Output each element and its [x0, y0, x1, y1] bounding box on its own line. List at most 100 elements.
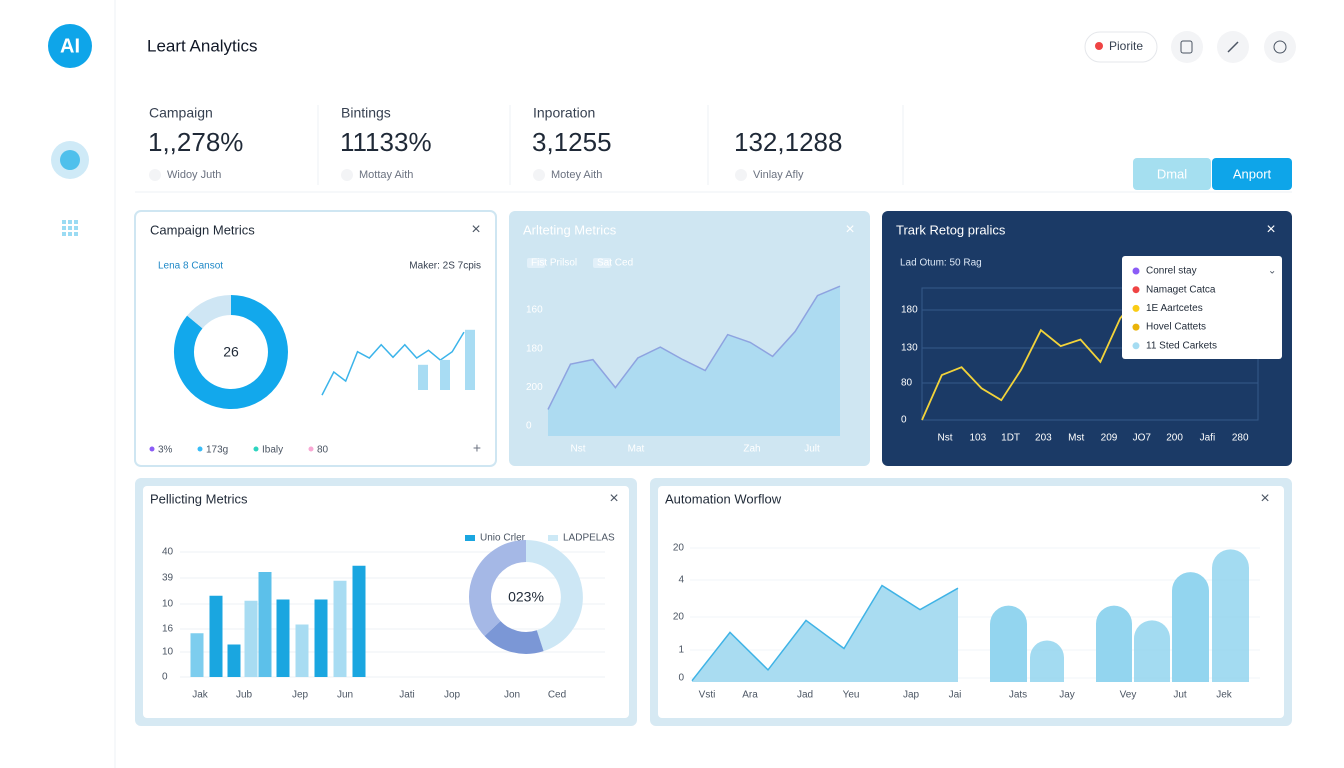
bar: [258, 572, 272, 677]
kpi-label: Inporation: [533, 105, 595, 121]
logo[interactable]: [48, 24, 92, 68]
kpi-value: 3,1255: [532, 127, 612, 157]
x-tick-label: 1DT: [1001, 433, 1020, 444]
x-tick-label: 203: [1035, 433, 1052, 444]
panel-meta: Lad Otum: 50 Rag: [900, 258, 982, 269]
y-tick-label: 20: [673, 543, 685, 554]
y-tick-label: 20: [673, 612, 685, 623]
donut-segment: [469, 540, 527, 637]
kpi-note-icon: [341, 169, 353, 181]
button[interactable]: [1212, 158, 1292, 190]
close-button[interactable]: ×: [1260, 490, 1269, 507]
panel-title: Trark Retog pralics: [896, 222, 1006, 237]
x-tick-label: 280: [1232, 433, 1249, 444]
x-tick-label: Nst: [938, 433, 953, 444]
grid-icon[interactable]: [62, 220, 78, 236]
bar: [333, 580, 347, 677]
legend-swatch: [465, 535, 475, 541]
y-tick-label: 0: [678, 673, 684, 684]
y-tick-label: 0: [162, 672, 168, 683]
close-button[interactable]: ×: [471, 221, 480, 238]
y-tick-label: 180: [901, 305, 918, 316]
legend-label: 3%: [158, 445, 173, 456]
y-tick-label: 10: [162, 599, 174, 610]
x-tick-label: Jak: [192, 690, 209, 701]
area-line: [547, 285, 841, 410]
area: [548, 286, 840, 436]
close-button[interactable]: ×: [1266, 221, 1275, 238]
x-tick-label: Jai: [949, 690, 962, 701]
y-tick-label: 4: [678, 575, 684, 586]
nav-icon-glyph: [60, 150, 80, 170]
bar: [418, 364, 428, 390]
x-tick-label: Jati: [399, 690, 415, 701]
y-tick-label: 0: [526, 421, 532, 432]
panel-meta: Maker: 2S 7cpis: [409, 261, 481, 272]
x-tick-label: 209: [1101, 433, 1118, 444]
x-tick-label: Jep: [292, 690, 309, 701]
button[interactable]: [1133, 158, 1211, 190]
add-button[interactable]: +: [473, 440, 481, 456]
bar: [352, 565, 366, 677]
x-tick-label: Ara: [742, 690, 758, 701]
y-tick-label: 0: [901, 415, 907, 426]
icon-glyph: [1273, 40, 1287, 54]
y-tick-label: 16: [162, 624, 174, 635]
kpi-note: Motey Aith: [551, 169, 602, 181]
x-tick-label: JO7: [1133, 433, 1152, 444]
bar: [440, 359, 450, 390]
x-tick-label: Jun: [337, 690, 353, 701]
y-tick-label: 130: [901, 343, 918, 354]
x-tick-label: Jay: [1059, 690, 1075, 701]
legend-swatch: [197, 446, 203, 452]
legend-label: Unio Crler: [480, 533, 526, 544]
y-tick-label: 1: [678, 645, 684, 656]
legend-swatch: [1132, 304, 1140, 312]
x-tick-label: Jap: [903, 690, 920, 701]
bar: [244, 600, 258, 677]
icon-button[interactable]: [1264, 31, 1296, 63]
legend-swatch: [1132, 286, 1140, 294]
legend-label: Ibaly: [262, 445, 283, 456]
kpi-value: 1,,278%: [148, 127, 243, 157]
kpi-label: Campaign: [149, 105, 213, 121]
legend-label: Conrel stay: [1146, 266, 1197, 277]
bar: [465, 329, 475, 390]
legend-label: Namaget Catca: [1146, 284, 1216, 295]
icon-button[interactable]: [1171, 31, 1203, 63]
button-label: Anport: [1233, 166, 1272, 181]
bar: [190, 633, 204, 677]
x-tick-label: Vsti: [699, 690, 716, 701]
badge-text: Piorite: [1109, 39, 1143, 53]
legend-swatch: [1132, 342, 1140, 350]
badge[interactable]: [1084, 31, 1158, 63]
donut-center: 26: [223, 344, 239, 360]
x-tick-label: Zah: [743, 444, 760, 455]
close-button[interactable]: ×: [609, 490, 618, 507]
x-tick-label: Jop: [444, 690, 461, 701]
rounded-bar: [1212, 549, 1249, 682]
kpi-label: Bintings: [341, 105, 391, 121]
legend-label: Hovel Cattets: [1146, 322, 1206, 333]
bar: [276, 599, 290, 677]
panel-title: Pellicting Metrics: [150, 491, 248, 506]
panel-subtitle: Lena 8 Cansot: [158, 261, 223, 272]
x-tick-label: Jats: [1009, 690, 1027, 701]
icon-glyph: [1227, 41, 1239, 53]
legend-label: LADPELAS: [563, 533, 615, 544]
kpi-note: Mottay Aith: [359, 169, 413, 181]
app-title: Leart Analytics: [147, 36, 258, 55]
x-tick-label: Ced: [548, 690, 566, 701]
donut-segment: [174, 295, 288, 409]
legend-swatch: [1132, 323, 1140, 331]
legend-label: 80: [317, 445, 329, 456]
x-tick-label: Mat: [628, 444, 645, 455]
x-tick-label: Vey: [1120, 690, 1137, 701]
x-tick-label: Jek: [1216, 690, 1233, 701]
y-tick-label: 39: [162, 573, 174, 584]
legend-swatch: [527, 258, 545, 268]
close-button[interactable]: ×: [845, 221, 854, 238]
donut-segment: [187, 295, 232, 329]
legend-label: 11 Sted Carkets: [1146, 340, 1217, 351]
